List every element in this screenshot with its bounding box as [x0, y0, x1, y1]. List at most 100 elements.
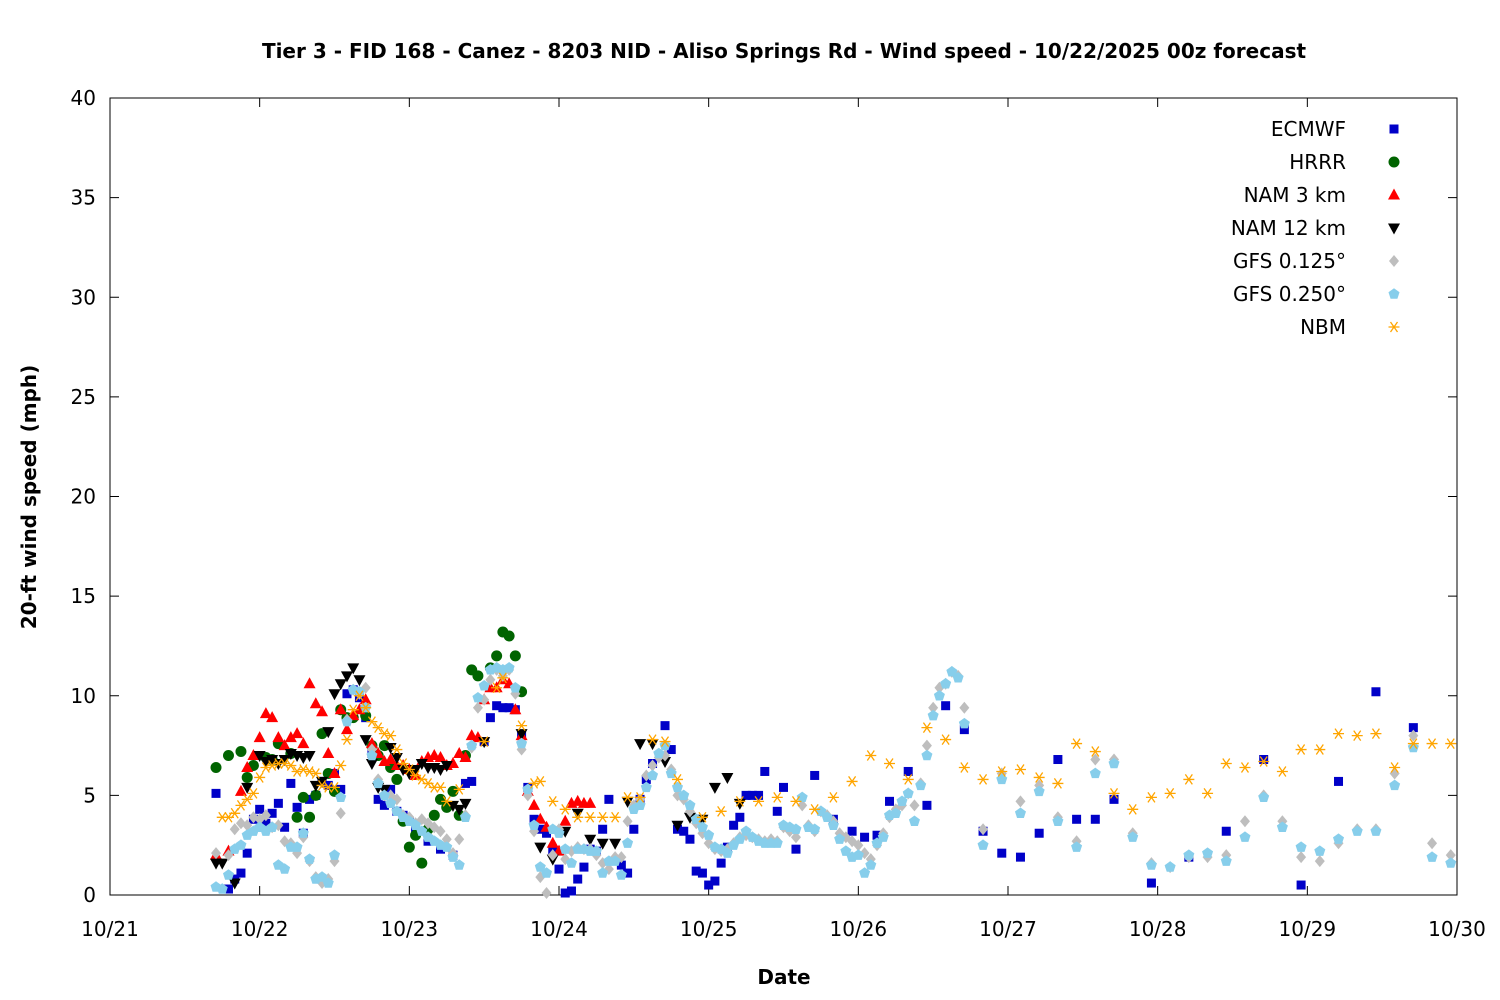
data-point	[261, 818, 271, 828]
data-point	[280, 822, 290, 832]
data-point	[247, 749, 260, 761]
data-point	[440, 760, 453, 772]
data-point	[791, 844, 801, 854]
data-point	[1146, 878, 1156, 888]
data-point	[1408, 729, 1419, 742]
data-point	[1014, 807, 1026, 818]
data-point	[509, 681, 521, 693]
data-point	[903, 766, 913, 776]
data-point	[678, 789, 690, 801]
x-tick-label: 10/26	[830, 917, 888, 941]
data-point	[1314, 855, 1325, 868]
data-point	[236, 868, 246, 878]
data-point	[1351, 825, 1363, 836]
data-point	[959, 725, 969, 735]
data-point	[810, 770, 820, 780]
data-point	[335, 807, 346, 820]
data-point	[328, 689, 341, 701]
data-point	[902, 787, 914, 799]
data-point	[809, 823, 821, 834]
data-point	[921, 749, 933, 761]
data-point	[827, 791, 839, 803]
data-point	[503, 630, 515, 642]
data-point	[1389, 779, 1401, 791]
data-point	[847, 826, 857, 836]
data-point	[472, 701, 483, 714]
data-point	[528, 798, 541, 810]
data-point	[334, 679, 347, 691]
data-point	[1090, 753, 1101, 766]
legend-label: ECMWF	[1271, 117, 1346, 141]
data-point	[441, 795, 453, 807]
data-point	[1407, 738, 1419, 749]
data-point	[1239, 762, 1251, 773]
data-point	[1426, 851, 1438, 862]
data-point	[446, 800, 459, 812]
data-point	[1145, 859, 1157, 870]
data-point	[790, 831, 801, 844]
data-point	[336, 784, 346, 794]
data-point	[216, 858, 229, 870]
data-point	[554, 864, 564, 874]
data-point	[1052, 815, 1064, 826]
data-point	[360, 702, 372, 714]
data-point	[734, 795, 746, 807]
x-tick-label: 10/29	[1279, 917, 1337, 941]
data-point	[378, 728, 390, 739]
data-point	[472, 691, 484, 703]
data-point	[647, 769, 659, 781]
data-point	[415, 758, 428, 770]
data-point	[623, 868, 633, 878]
data-point	[927, 709, 939, 721]
data-point	[434, 764, 447, 776]
data-point	[485, 713, 495, 723]
data-point	[504, 703, 514, 713]
data-point	[491, 682, 503, 694]
data-point	[1108, 788, 1120, 799]
data-point	[771, 791, 783, 803]
data-point	[335, 791, 347, 803]
data-point	[647, 759, 658, 772]
data-point	[821, 811, 833, 822]
data-point	[467, 776, 477, 786]
data-point	[1033, 772, 1045, 783]
data-point	[340, 671, 353, 683]
data-point	[229, 823, 240, 836]
data-point	[734, 833, 746, 844]
data-point	[222, 869, 234, 880]
data-point	[884, 758, 896, 769]
legend: ECMWF HRRR NAM 3 km NAM 12 km GFS 0.125° GFS …	[1231, 117, 1400, 339]
data-point	[921, 739, 932, 752]
data-point	[1314, 744, 1326, 755]
data-point	[928, 701, 939, 714]
data-point	[453, 747, 466, 759]
data-point	[304, 766, 316, 777]
data-point	[666, 745, 676, 755]
data-point	[1220, 855, 1232, 866]
data-point	[659, 757, 672, 769]
data-point	[385, 797, 397, 809]
data-point	[754, 790, 764, 800]
data-point	[498, 703, 508, 713]
data-point	[571, 808, 584, 820]
data-point	[1427, 837, 1438, 850]
data-point	[1389, 762, 1401, 773]
data-point	[834, 833, 846, 844]
x-tick-label: 10/30	[1428, 917, 1486, 941]
legend-label: HRRR	[1289, 150, 1346, 174]
data-point	[1239, 815, 1250, 828]
data-point	[459, 798, 472, 810]
data-point	[659, 736, 671, 747]
data-point	[460, 778, 470, 788]
data-point	[696, 811, 708, 823]
data-point	[598, 824, 608, 834]
data-point	[235, 746, 247, 758]
data-point	[721, 847, 733, 858]
data-point	[347, 709, 360, 721]
data-point	[247, 788, 259, 799]
y-tick-label: 40	[71, 86, 96, 110]
data-point	[647, 734, 659, 745]
data-point	[316, 780, 328, 791]
data-point	[390, 753, 403, 765]
data-point	[266, 760, 278, 771]
